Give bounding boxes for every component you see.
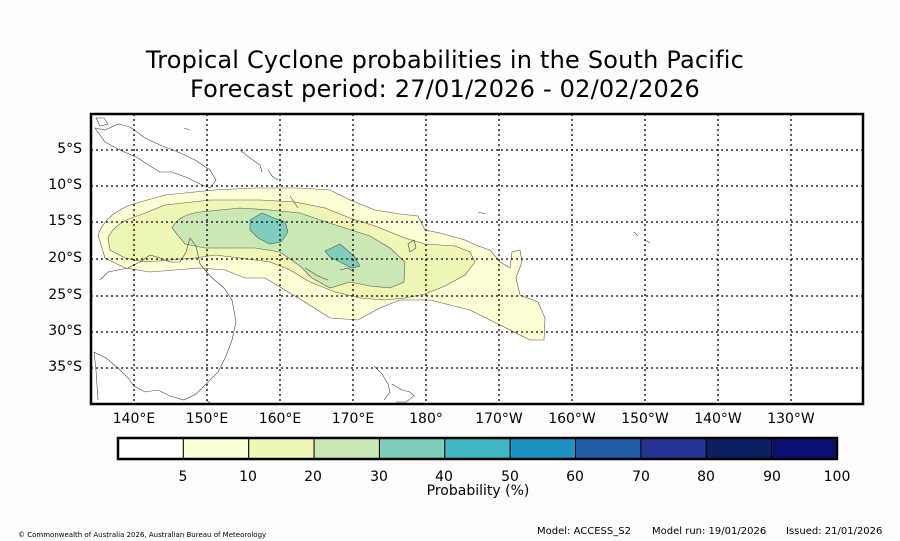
lat-label-15s: 15°S (48, 213, 82, 229)
colorbar-swatch-6 (509, 437, 577, 460)
lon-label-160e: 160°E (258, 411, 302, 427)
copyright-text: © Commonwealth of Australia 2026, Austra… (18, 531, 267, 539)
colorbar-swatch-9 (705, 437, 773, 460)
colorbar-tick-60: 60 (566, 469, 584, 485)
lon-label-180: 180° (409, 411, 443, 427)
lat-label-35s: 35°S (48, 359, 82, 375)
colorbar-swatch-8 (640, 437, 707, 460)
map-title: Tropical Cyclone probabilities in the So… (145, 46, 745, 74)
prob-region-30-40 (249, 212, 289, 245)
lon-label-150w: 150°W (621, 411, 669, 427)
colorbar-tick-100: 100 (823, 469, 851, 485)
colorbar-swatch-0 (117, 437, 184, 460)
colorbar-swatch-3 (313, 437, 380, 460)
colorbar-tick-20: 20 (304, 469, 322, 485)
colorbar-tick-40: 40 (435, 469, 453, 485)
map-frame (89, 112, 865, 406)
colorbar-swatch-7 (575, 437, 642, 460)
colorbar-label: Probability (%) (426, 483, 530, 499)
colorbar-swatch-5 (444, 437, 511, 460)
lon-label-130w: 130°W (767, 411, 815, 427)
lon-label-170w: 170°W (475, 411, 523, 427)
lon-label-140w: 140°W (694, 411, 742, 427)
colorbar-tick-30: 30 (370, 469, 388, 485)
colorbar-tick-80: 80 (697, 469, 715, 485)
colorbar-swatch-1 (182, 437, 250, 460)
colorbar (116, 436, 839, 461)
lat-label-10s: 10°S (48, 177, 82, 193)
colorbar-tick-10: 10 (239, 469, 257, 485)
lon-label-170e: 170°E (331, 411, 375, 427)
colorbar-swatch-4 (378, 437, 446, 460)
model-name: Model: ACCESS_S2 (537, 526, 631, 537)
colorbar-tick-50: 50 (501, 469, 519, 485)
lat-label-30s: 30°S (48, 323, 82, 339)
forecast-period: Forecast period: 27/01/2026 - 02/02/2026 (190, 75, 700, 103)
colorbar-tick-90: 90 (763, 469, 781, 485)
colorbar-frame (116, 436, 839, 461)
prob-region-20-30 (171, 207, 406, 289)
lon-label-140e: 140°E (112, 411, 156, 427)
coastlines (93, 117, 651, 404)
colorbar-swatch-2 (248, 437, 315, 460)
lat-label-25s: 25°S (48, 287, 82, 303)
lat-label-20s: 20°S (48, 250, 82, 266)
colorbar-swatch-10 (771, 437, 838, 460)
lon-label-150e: 150°E (185, 411, 229, 427)
colorbar-tick-5: 5 (178, 469, 188, 485)
colorbar-tick-70: 70 (632, 469, 650, 485)
lon-label-160w: 160°W (548, 411, 596, 427)
map-grid (91, 114, 863, 404)
lat-label-5s: 5°S (57, 141, 82, 157)
issued-date: Issued: 21/01/2026 (786, 526, 883, 537)
prob-region-30-40-east (324, 243, 361, 269)
model-run-date: Model run: 19/01/2026 (652, 526, 767, 537)
